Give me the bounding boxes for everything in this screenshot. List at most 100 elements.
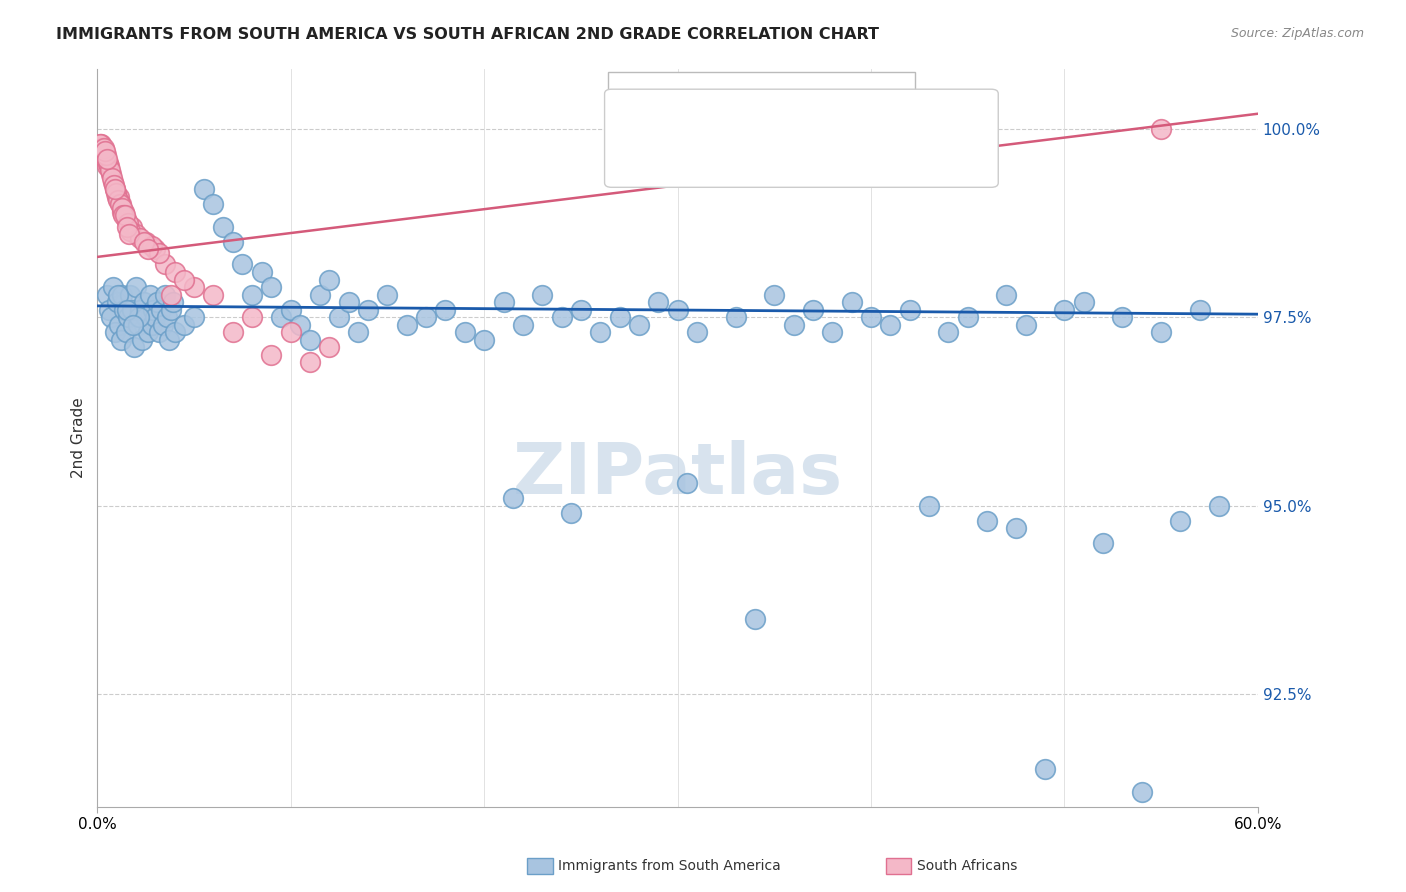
Point — [898, 302, 921, 317]
Point — [472, 333, 495, 347]
Point — [222, 325, 245, 339]
Point — [299, 333, 322, 347]
Point — [841, 295, 863, 310]
Point — [686, 325, 709, 339]
Point — [222, 235, 245, 249]
Point — [122, 318, 145, 332]
Point — [879, 318, 901, 332]
Point — [1053, 302, 1076, 317]
FancyBboxPatch shape — [621, 93, 665, 112]
Point — [135, 235, 157, 249]
Text: -0.019: -0.019 — [730, 95, 783, 110]
Text: N =: N = — [823, 126, 856, 141]
Point — [454, 325, 477, 339]
Point — [101, 280, 124, 294]
Point — [105, 295, 128, 310]
Point — [125, 280, 148, 294]
Text: ZIPatlas: ZIPatlas — [513, 440, 842, 509]
Point — [111, 204, 134, 219]
Point — [801, 302, 824, 317]
Point — [153, 287, 176, 301]
Point — [91, 141, 114, 155]
Point — [107, 287, 129, 301]
Point — [163, 265, 186, 279]
Text: R =: R = — [678, 126, 710, 141]
Point — [357, 302, 380, 317]
Point — [560, 506, 582, 520]
Point — [132, 235, 155, 249]
Point — [100, 167, 122, 181]
Point — [112, 209, 135, 223]
Point — [103, 178, 125, 193]
Point — [157, 333, 180, 347]
Point — [107, 189, 129, 203]
Point — [132, 295, 155, 310]
Point — [90, 136, 112, 151]
Point — [231, 257, 253, 271]
Point — [97, 160, 120, 174]
Point — [104, 325, 127, 339]
Point — [156, 310, 179, 325]
Point — [270, 310, 292, 325]
Point — [260, 280, 283, 294]
Point — [337, 295, 360, 310]
Point — [128, 310, 150, 325]
Point — [1150, 121, 1173, 136]
Point — [100, 310, 122, 325]
Point — [995, 287, 1018, 301]
Point — [308, 287, 330, 301]
Point — [141, 238, 163, 252]
Point — [136, 243, 159, 257]
Point — [782, 318, 804, 332]
Text: R =: R = — [678, 95, 710, 110]
Point — [160, 302, 183, 317]
Point — [1033, 762, 1056, 776]
Point — [112, 302, 135, 317]
Point — [280, 325, 302, 339]
Text: IMMIGRANTS FROM SOUTH AMERICA VS SOUTH AFRICAN 2ND GRADE CORRELATION CHART: IMMIGRANTS FROM SOUTH AMERICA VS SOUTH A… — [56, 27, 879, 42]
Point — [328, 310, 350, 325]
Point — [127, 318, 149, 332]
Point — [129, 302, 152, 317]
Point — [1150, 325, 1173, 339]
Point — [141, 318, 163, 332]
Point — [1015, 318, 1038, 332]
Point — [956, 310, 979, 325]
Point — [627, 318, 650, 332]
Point — [193, 182, 215, 196]
Point — [250, 265, 273, 279]
Point — [148, 325, 170, 339]
Point — [97, 302, 120, 317]
Point — [1170, 514, 1192, 528]
Point — [129, 231, 152, 245]
Point — [724, 310, 747, 325]
Y-axis label: 2nd Grade: 2nd Grade — [72, 397, 86, 478]
Point — [434, 302, 457, 317]
Point — [104, 182, 127, 196]
Point — [121, 219, 143, 234]
Point — [153, 257, 176, 271]
Point — [135, 310, 157, 325]
Point — [98, 163, 121, 178]
Point — [118, 227, 141, 242]
Point — [859, 310, 882, 325]
Point — [183, 310, 205, 325]
FancyBboxPatch shape — [621, 124, 665, 143]
Point — [105, 189, 128, 203]
Point — [1130, 785, 1153, 799]
Point — [569, 302, 592, 317]
Point — [121, 302, 143, 317]
Point — [136, 325, 159, 339]
Point — [763, 287, 786, 301]
Point — [202, 197, 225, 211]
Point — [111, 287, 134, 301]
Point — [93, 148, 115, 162]
Point — [290, 318, 312, 332]
Point — [104, 186, 127, 200]
Point — [173, 318, 195, 332]
Point — [1073, 295, 1095, 310]
Point — [280, 302, 302, 317]
Point — [299, 355, 322, 369]
Point — [318, 272, 340, 286]
Point — [150, 302, 173, 317]
